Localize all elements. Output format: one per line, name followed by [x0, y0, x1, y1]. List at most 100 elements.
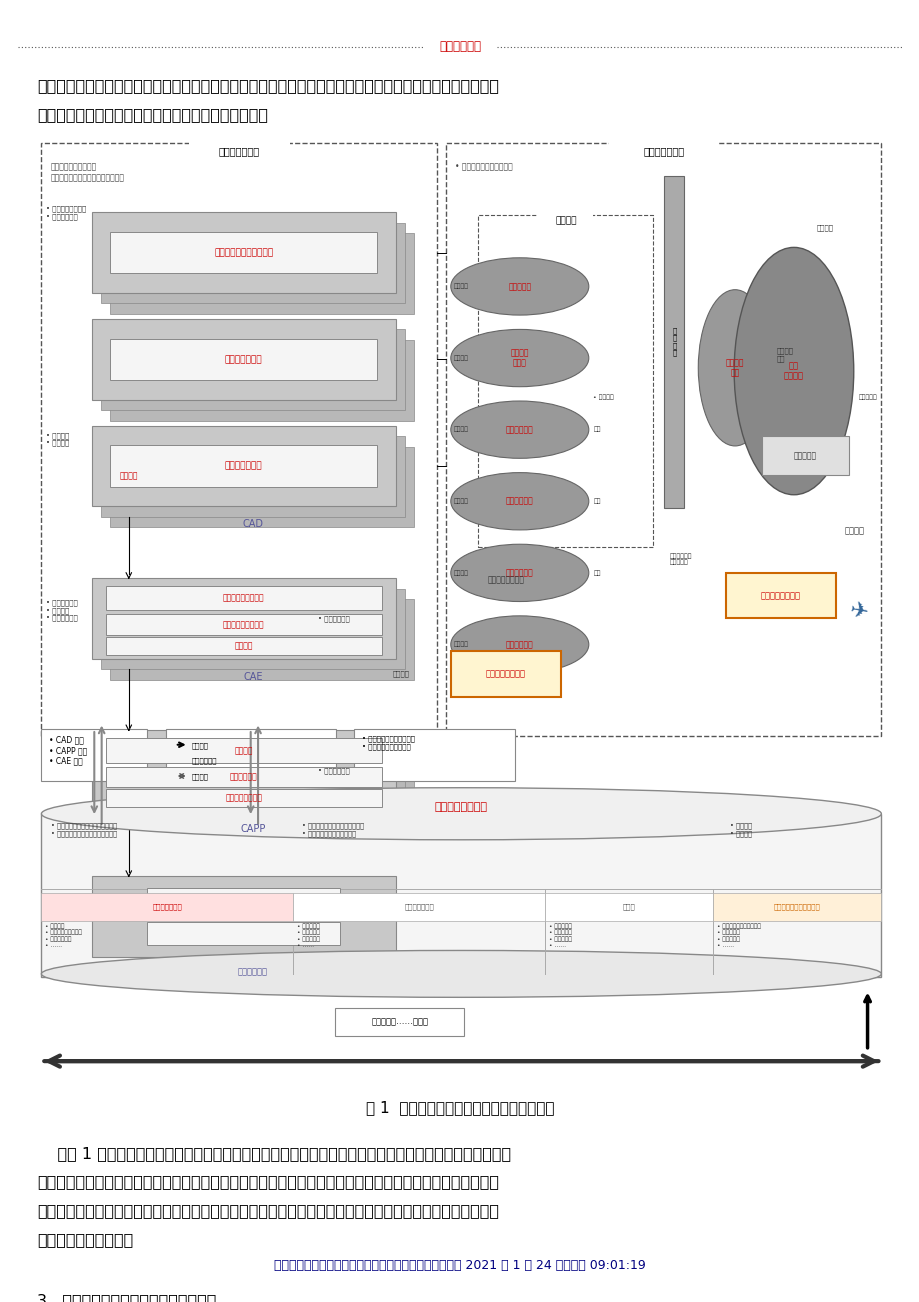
- Bar: [478, 215, 652, 547]
- Text: 产品数据: 产品数据: [453, 499, 468, 504]
- Polygon shape: [101, 223, 404, 303]
- Text: 知识库: 知识库: [622, 904, 635, 910]
- Text: 数字化制造中心: 数字化制造中心: [642, 146, 684, 156]
- Text: 设计制造资源库: 设计制造资源库: [404, 904, 434, 910]
- Ellipse shape: [450, 401, 588, 458]
- Text: 自动铺丝设备: 自动铺丝设备: [505, 497, 533, 505]
- Bar: [147, 922, 340, 945]
- Text: • 先进的复合材料制造技术: • 先进的复合材料制造技术: [455, 163, 513, 172]
- Bar: [106, 738, 381, 763]
- Text: 仿真分析: 仿真分析: [234, 642, 253, 651]
- Text: 工艺设计: 工艺设计: [234, 746, 253, 755]
- Text: 工装数据: 工装数据: [392, 671, 409, 677]
- Polygon shape: [101, 589, 404, 669]
- Text: • 分析结果
• 优化数据: • 分析结果 • 优化数据: [46, 432, 69, 447]
- Text: 并行的产品数字化定义
并行的复合材料构件工装数字化定义: 并行的产品数字化定义 并行的复合材料构件工装数字化定义: [51, 163, 124, 182]
- Text: 产品数据: 产品数据: [453, 355, 468, 361]
- Bar: [165, 729, 335, 781]
- Bar: [608, 133, 719, 156]
- Text: 间数据流畅通。基于数字化生产总方案，围绕复合材料构件数字化设计、数字化工艺设计、数字化工装设计、: 间数据流畅通。基于数字化生产总方案，围绕复合材料构件数字化设计、数字化工艺设计、…: [37, 1174, 498, 1190]
- Polygon shape: [110, 340, 414, 421]
- Text: 企业区域网……互联网: 企业区域网……互联网: [371, 1018, 428, 1026]
- Text: 飞机产品: 飞机产品: [844, 526, 864, 535]
- Text: 产品数据: 产品数据: [453, 570, 468, 575]
- Ellipse shape: [450, 616, 588, 673]
- Polygon shape: [101, 436, 404, 517]
- Bar: [761, 436, 848, 475]
- Text: 工装数字化定义: 工装数字化定义: [225, 355, 262, 363]
- Text: 产品数据: 产品数据: [453, 427, 468, 432]
- Bar: [450, 651, 561, 697]
- Text: 工艺流程分析优化: 工艺流程分析优化: [225, 794, 262, 803]
- Text: 检测不合格: 检测不合格: [857, 395, 876, 400]
- Text: 毛料: 毛料: [593, 570, 600, 575]
- Text: 修复成型能: 修复成型能: [793, 452, 816, 460]
- Bar: [41, 729, 147, 781]
- Text: 原料: 原料: [593, 499, 600, 504]
- Ellipse shape: [450, 473, 588, 530]
- Polygon shape: [92, 426, 395, 506]
- Text: 合到整个生产体系中。: 合到整个生产体系中。: [37, 1232, 133, 1247]
- Text: • 激光定位: • 激光定位: [593, 395, 614, 400]
- Text: • 强度分析库
• 设计规程库
• 设备资源库
• ……: • 强度分析库 • 设计规程库 • 设备资源库 • ……: [549, 923, 572, 948]
- Text: ✈: ✈: [847, 600, 869, 624]
- Bar: [41, 893, 293, 921]
- Text: 复合材料构件数字化定义: 复合材料构件数字化定义: [214, 249, 273, 256]
- Polygon shape: [110, 599, 414, 680]
- Text: 自动缠绕设备: 自动缠绕设备: [505, 569, 533, 577]
- Text: 强度、刚度分析设计: 强度、刚度分析设计: [222, 594, 265, 603]
- Text: 自动剪裁机: 自动剪裁机: [507, 283, 531, 290]
- Bar: [32, 124, 890, 788]
- Polygon shape: [110, 897, 414, 978]
- Polygon shape: [110, 447, 414, 527]
- Bar: [106, 789, 381, 807]
- Text: • 典型复合材料构件参数库
• 工装参数库
• 工艺参数库
• ……: • 典型复合材料构件参数库 • 工装参数库 • 工艺参数库 • ……: [716, 923, 760, 948]
- Text: 工艺过程模拟: 工艺过程模拟: [230, 772, 257, 781]
- Bar: [545, 893, 712, 921]
- Text: 数字化制造、数字化检测、并行工作管理、工作流程管理和质量控制等开展研究，并将精益制造理论和思想融: 数字化制造、数字化检测、并行工作管理、工作流程管理和质量控制等开展研究，并将精益…: [37, 1203, 498, 1219]
- Text: 下料排样: 下料排样: [119, 471, 138, 480]
- Text: 从图 1 中可以看出，构建复合材料构件数字化生产线，除实现两大环节的数字化外，还必须保证各环节之: 从图 1 中可以看出，构建复合材料构件数字化生产线，除实现两大环节的数字化外，还…: [37, 1146, 510, 1161]
- Text: 激光铺层
定位仪: 激光铺层 定位仪: [510, 349, 528, 367]
- Ellipse shape: [41, 788, 880, 840]
- Bar: [41, 814, 880, 976]
- Ellipse shape: [450, 258, 588, 315]
- Text: • CAD 接口
• CAPP 接口
• CAE 接口: • CAD 接口 • CAPP 接口 • CAE 接口: [49, 736, 87, 766]
- Ellipse shape: [41, 950, 880, 997]
- Polygon shape: [101, 887, 404, 967]
- Text: 最新精品资料整理推荐，更新于二〇二一年一月二十四日 2021 年 1 月 24 日星期日 09:01:19: 最新精品资料整理推荐，更新于二〇二一年一月二十四日 2021 年 1 月 24 …: [274, 1259, 645, 1272]
- Text: 检测合格的复
合材料构件: 检测合格的复 合材料构件: [669, 553, 691, 565]
- Text: 数字化装配生产线: 数字化装配生产线: [760, 591, 800, 600]
- Text: 技术标准规范库: 技术标准规范库: [153, 904, 182, 910]
- Bar: [712, 893, 880, 921]
- Polygon shape: [110, 233, 414, 314]
- Bar: [106, 586, 381, 611]
- Polygon shape: [101, 329, 404, 410]
- Ellipse shape: [450, 329, 588, 387]
- Bar: [188, 133, 289, 156]
- Bar: [110, 232, 377, 273]
- Text: 工程数据管理系统: 工程数据管理系统: [435, 802, 487, 812]
- Text: • 检测数据
• 过程数据: • 检测数据 • 过程数据: [730, 823, 752, 837]
- Text: 复合材料
构件: 复合材料 构件: [776, 348, 792, 362]
- Text: 其它数控设备: 其它数控设备: [505, 641, 533, 648]
- Text: • 通用规范
• 数字化设计制造规范
• 并行工作规范
• ……: • 通用规范 • 数字化设计制造规范 • 并行工作规范 • ……: [45, 923, 82, 948]
- Text: 产品成型材料: 产品成型材料: [191, 758, 217, 764]
- Text: 图 1  飞机复合材料构件数字化生产线总方案: 图 1 飞机复合材料构件数字化生产线总方案: [366, 1100, 553, 1116]
- Ellipse shape: [733, 247, 853, 495]
- Text: 固化成型
系统: 固化成型 系统: [725, 358, 743, 378]
- Bar: [538, 206, 593, 225]
- Bar: [725, 573, 835, 618]
- Text: 自动铺放设备: 自动铺放设备: [505, 426, 533, 434]
- Text: • 产品几何设计数据
• 工装设计数据: • 产品几何设计数据 • 工装设计数据: [46, 206, 86, 220]
- Text: 产品数据: 产品数据: [453, 284, 468, 289]
- Text: 产品数据: 产品数据: [453, 642, 468, 647]
- Bar: [335, 1008, 464, 1036]
- Text: CAD: CAD: [243, 519, 263, 530]
- Bar: [354, 729, 515, 781]
- Text: • 复合材料构件工艺过程模拟结果
• 复合材料构件工艺分析结果: • 复合材料构件工艺过程模拟结果 • 复合材料构件工艺分析结果: [301, 823, 363, 837]
- Text: 不可视数据展开: 不可视数据展开: [225, 462, 262, 470]
- Bar: [110, 445, 377, 487]
- Bar: [110, 339, 377, 380]
- Polygon shape: [92, 876, 395, 957]
